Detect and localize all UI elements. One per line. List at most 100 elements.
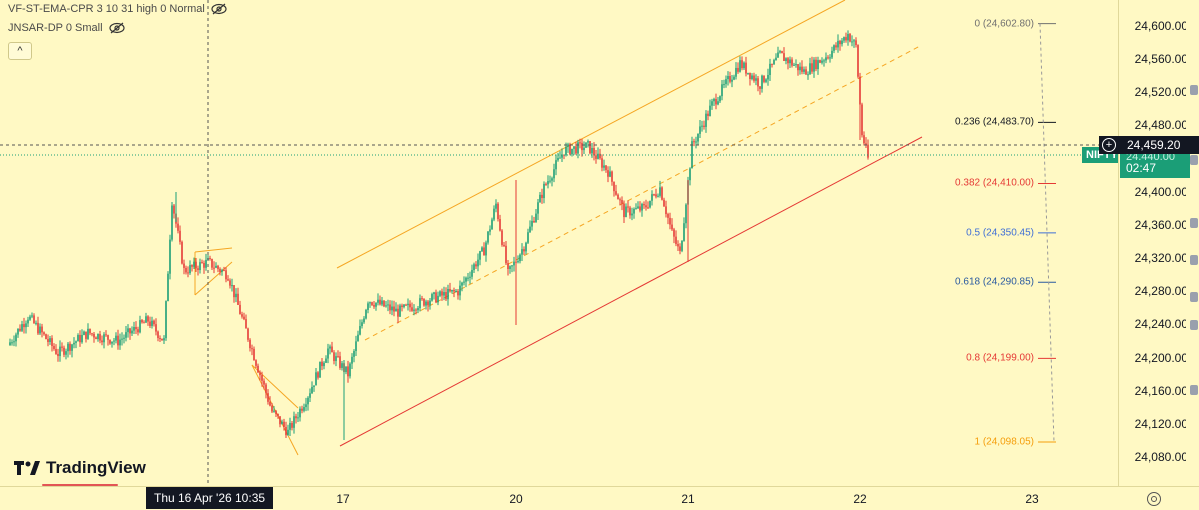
toolbar-mark[interactable] bbox=[1190, 218, 1198, 228]
crosshair-price-value: 24,459.20 bbox=[1127, 138, 1181, 152]
candle-body bbox=[709, 105, 711, 116]
candle-body bbox=[537, 202, 539, 214]
candle-body bbox=[363, 318, 365, 323]
chart-area[interactable]: VF-ST-EMA-CPR 3 10 31 high 0 Normal JNSA… bbox=[0, 0, 1118, 486]
candle-body bbox=[593, 148, 595, 156]
candle-body bbox=[239, 304, 241, 315]
candle-body bbox=[339, 356, 341, 368]
candle-body bbox=[679, 246, 681, 251]
collapse-legend-button[interactable]: ^ bbox=[8, 42, 32, 60]
candle-body bbox=[101, 340, 103, 343]
candle-body bbox=[425, 301, 427, 306]
candle-body bbox=[625, 206, 627, 218]
channel-mid-line bbox=[364, 45, 921, 341]
candle-body bbox=[289, 422, 291, 430]
candle-body bbox=[329, 346, 331, 349]
candle-body bbox=[221, 270, 223, 272]
fib-level-label: 0.618 (24,290.85) bbox=[955, 276, 1034, 288]
candle-body bbox=[737, 67, 739, 72]
candle-body bbox=[607, 170, 609, 177]
candle-body bbox=[863, 135, 865, 144]
candle-body bbox=[617, 194, 619, 200]
candle-body bbox=[789, 59, 791, 64]
brand-underline bbox=[42, 484, 118, 486]
candle-body bbox=[235, 293, 237, 298]
candle-body bbox=[641, 204, 643, 211]
candle-body bbox=[569, 144, 571, 155]
candle-body bbox=[401, 305, 403, 307]
candle-body bbox=[517, 261, 519, 263]
candle-body bbox=[223, 270, 225, 272]
eye-off-icon[interactable] bbox=[108, 22, 125, 34]
indicator-legend-jnsar[interactable]: JNSAR-DP 0 Small bbox=[8, 22, 125, 34]
chart-canvas[interactable] bbox=[0, 0, 1118, 486]
candle-body bbox=[47, 339, 49, 342]
candle-body bbox=[429, 300, 431, 306]
candle-body bbox=[27, 319, 29, 324]
candle-body bbox=[267, 393, 269, 402]
candle-body bbox=[85, 331, 87, 339]
candle-body bbox=[71, 344, 73, 351]
candle-body bbox=[707, 113, 709, 116]
candle-body bbox=[75, 341, 77, 343]
candle-body bbox=[459, 285, 461, 296]
candle-body bbox=[389, 304, 391, 311]
candle-body bbox=[409, 303, 411, 308]
candle-body bbox=[551, 178, 553, 181]
brand-name: TradingView bbox=[46, 458, 146, 477]
candle-body bbox=[443, 292, 445, 296]
candle-body bbox=[657, 195, 659, 197]
toolbar-mark[interactable] bbox=[1190, 385, 1198, 395]
candle-body bbox=[805, 69, 807, 75]
candle-body bbox=[497, 203, 499, 220]
candle-body bbox=[169, 239, 171, 274]
toolbar-mark[interactable] bbox=[1190, 255, 1198, 265]
candle-body bbox=[803, 69, 805, 72]
candle-body bbox=[483, 247, 485, 256]
candle-body bbox=[251, 348, 253, 350]
fib-retracement[interactable] bbox=[1038, 23, 1056, 443]
candle-body bbox=[463, 281, 465, 283]
candle-body bbox=[853, 40, 855, 42]
candle-body bbox=[411, 307, 413, 311]
candle-body bbox=[571, 148, 573, 155]
candle-body bbox=[379, 299, 381, 305]
toolbar-mark[interactable] bbox=[1190, 292, 1198, 302]
candle-body bbox=[129, 328, 131, 334]
candle-body bbox=[413, 309, 415, 311]
candle-body bbox=[183, 263, 185, 268]
tradingview-logo[interactable]: TradingView bbox=[14, 458, 146, 478]
candles bbox=[9, 30, 869, 440]
candle-body bbox=[797, 64, 799, 71]
settings-gear-icon[interactable] bbox=[1147, 492, 1161, 506]
candle-body bbox=[13, 341, 15, 343]
candle-body bbox=[743, 62, 745, 69]
candle-body bbox=[125, 332, 127, 338]
price-axis[interactable]: 24,600.00 24,560.00 24,520.00 24,480.00 24,4… bbox=[1118, 0, 1199, 486]
eye-off-icon[interactable] bbox=[211, 3, 227, 15]
fib-level-label: 0.5 (24,350.45) bbox=[966, 227, 1034, 239]
toolbar-mark[interactable] bbox=[1190, 320, 1198, 330]
candle-body bbox=[435, 292, 437, 303]
candle-body bbox=[599, 153, 601, 159]
candle-body bbox=[225, 270, 227, 280]
candle-body bbox=[509, 266, 511, 269]
candle-body bbox=[465, 277, 467, 282]
toolbar-mark[interactable] bbox=[1190, 85, 1198, 95]
candle-body bbox=[801, 66, 803, 72]
candle-body bbox=[233, 285, 235, 298]
candle-body bbox=[573, 146, 575, 149]
candle-body bbox=[91, 333, 93, 335]
candle-body bbox=[109, 339, 111, 344]
candle-body bbox=[149, 321, 151, 326]
price-tick-label: 24,280.00 bbox=[1134, 284, 1188, 299]
plus-icon[interactable]: + bbox=[1102, 138, 1116, 152]
candle-body bbox=[711, 101, 713, 106]
toolbar-mark[interactable] bbox=[1190, 155, 1198, 165]
indicator-legend-ema[interactable]: VF-ST-EMA-CPR 3 10 31 high 0 Normal bbox=[8, 3, 227, 15]
candle-body bbox=[449, 289, 451, 292]
candle-body bbox=[9, 342, 11, 346]
indicator-label: VF-ST-EMA-CPR 3 10 31 high 0 Normal bbox=[8, 3, 205, 15]
price-tick-label: 24,600.00 bbox=[1134, 19, 1188, 33]
candle-body bbox=[761, 75, 763, 89]
